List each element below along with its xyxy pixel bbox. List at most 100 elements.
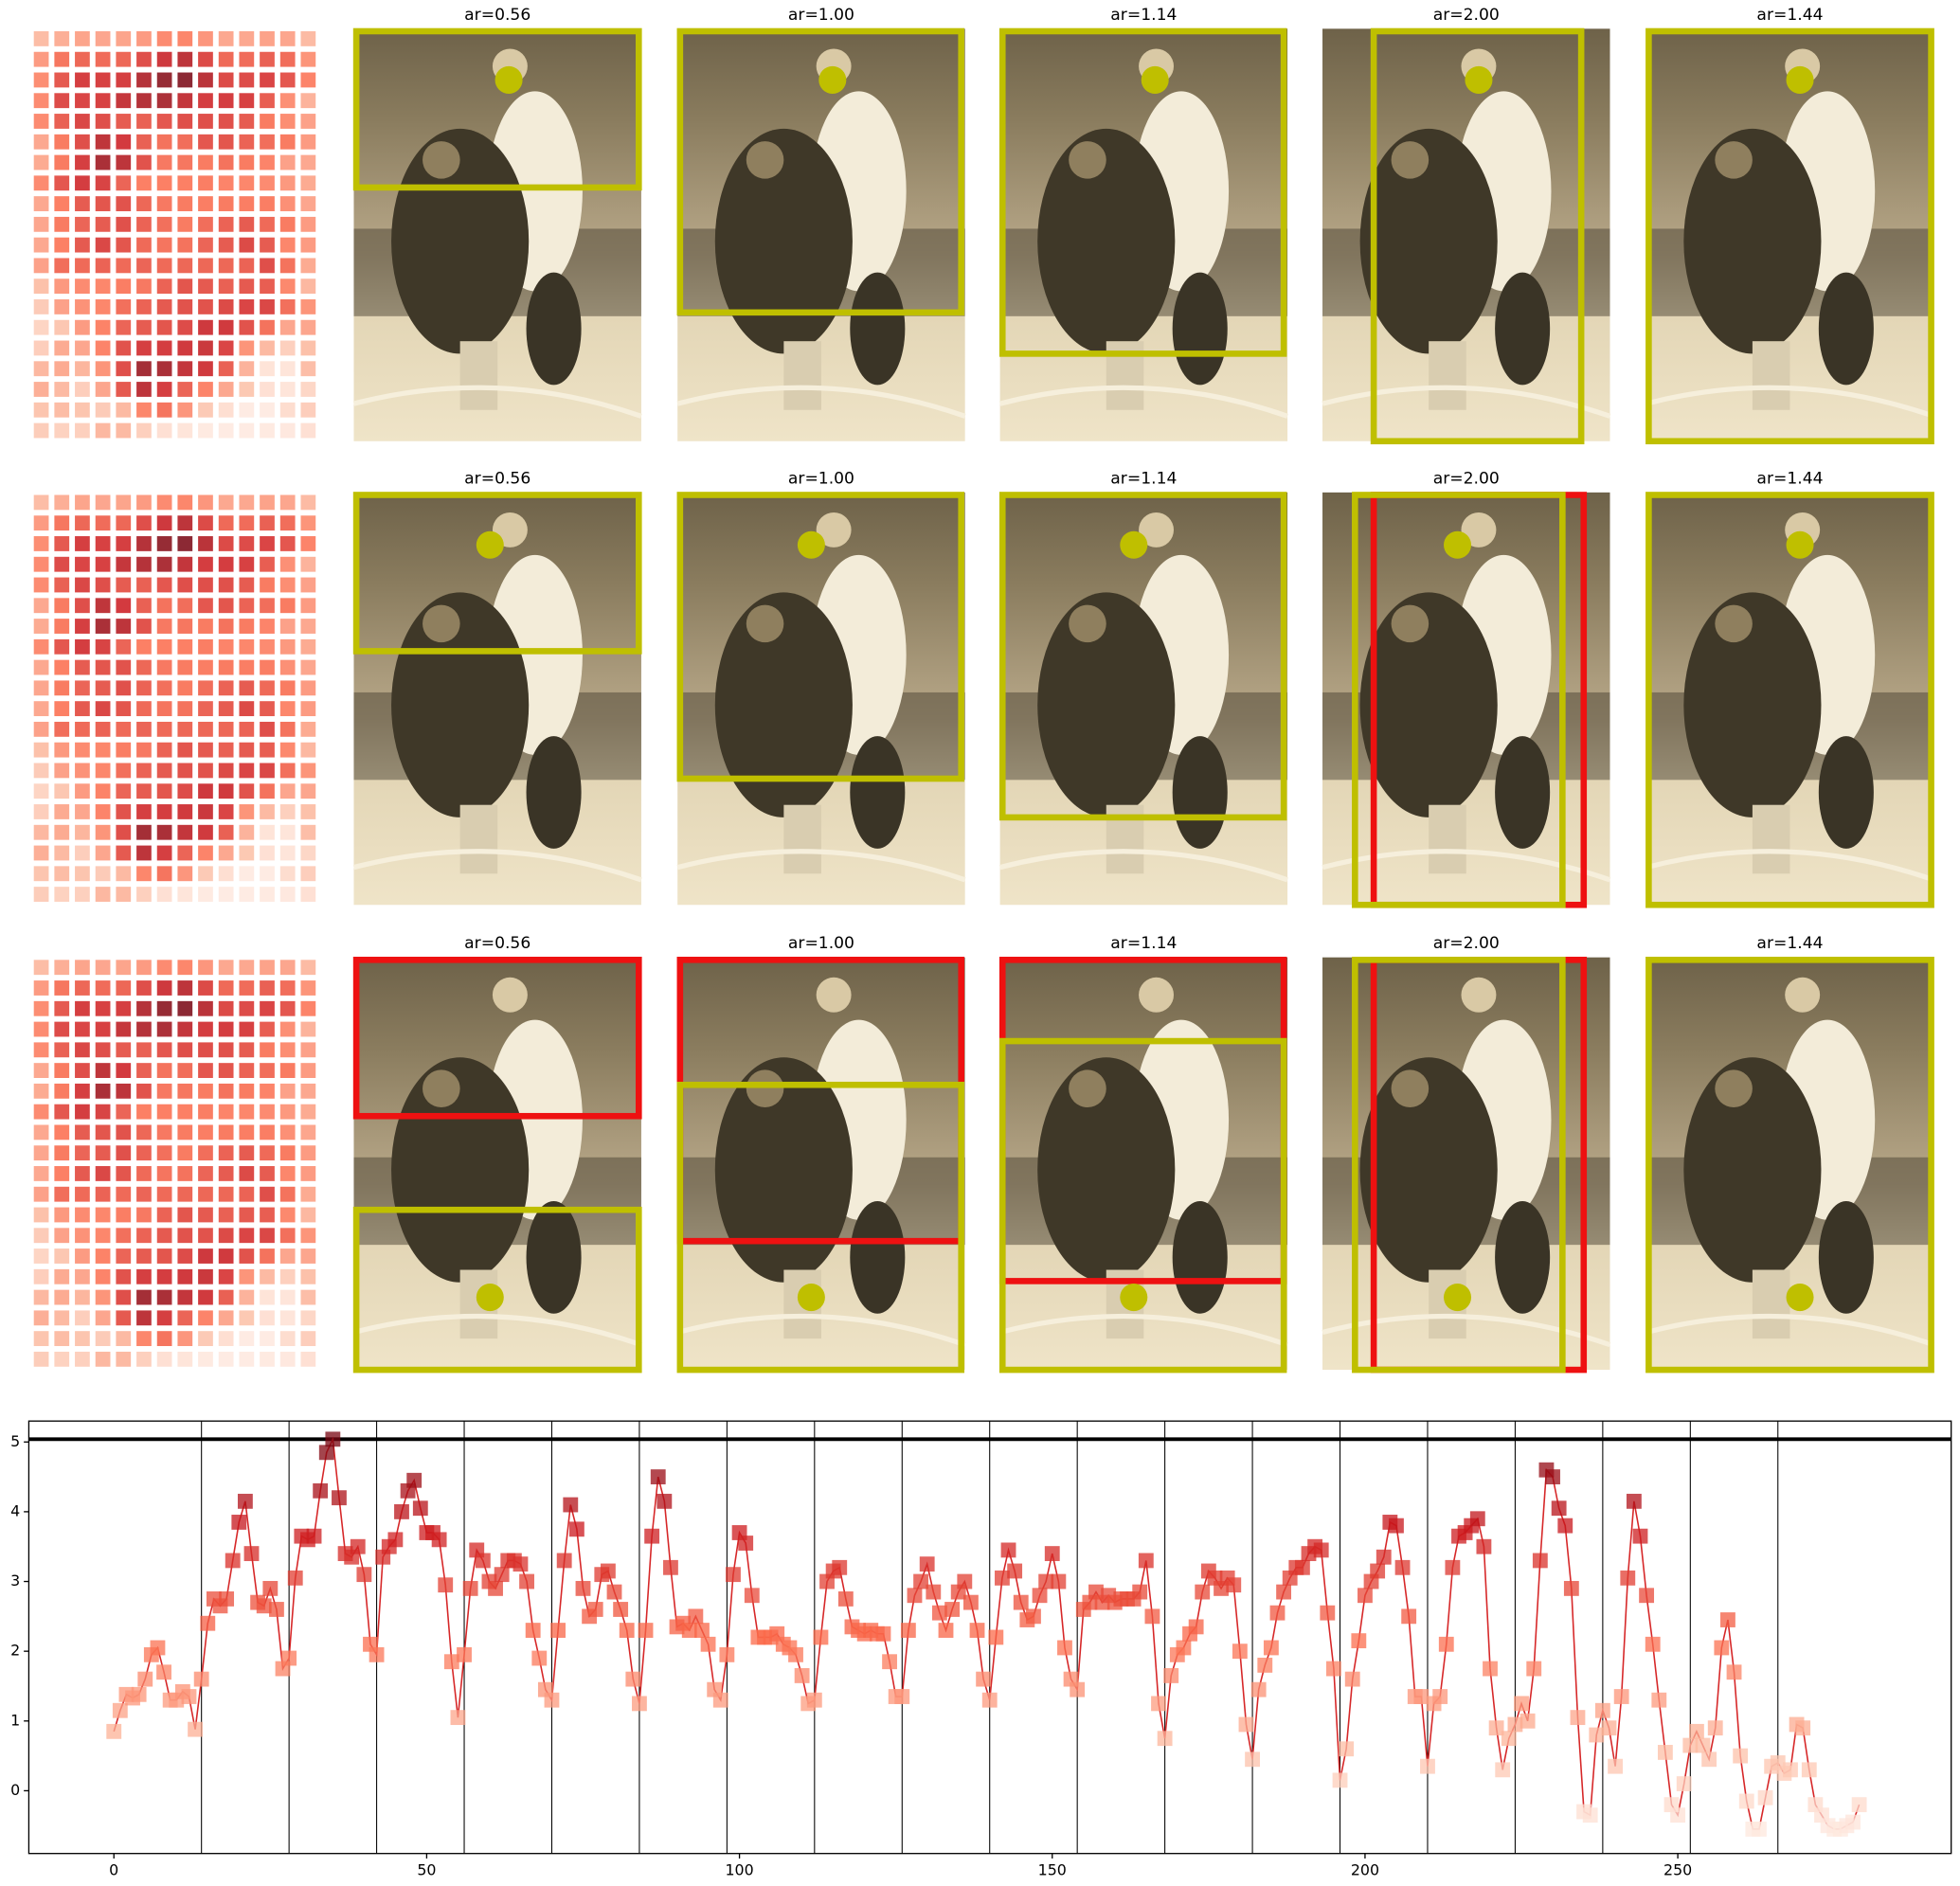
heatmap-cell (33, 382, 49, 397)
panel-title: ar=1.44 (1756, 469, 1823, 488)
marker (1795, 1720, 1811, 1736)
marker (106, 1723, 122, 1739)
marker (281, 1650, 297, 1666)
heatmap-cell (260, 1042, 275, 1058)
heatmap-cell (279, 1124, 296, 1141)
heatmap-cell (75, 299, 90, 314)
marker (1370, 1563, 1386, 1579)
heatmap-cell (156, 196, 172, 211)
heatmap-cell (177, 237, 193, 253)
heatmap-cell (177, 783, 193, 799)
heatmap-cell (95, 980, 111, 996)
marker (926, 1584, 942, 1600)
heatmap-cell (239, 1166, 255, 1181)
heatmap-cell (279, 721, 296, 737)
marker (287, 1570, 303, 1586)
marker (606, 1584, 622, 1600)
heatmap-cell (279, 1063, 296, 1078)
heatmap-cell (156, 960, 172, 976)
photo (1646, 28, 1933, 440)
heatmap-cell (75, 494, 90, 511)
heatmap-cell (33, 866, 49, 882)
heatmap-cell (75, 258, 90, 274)
heatmap-cell (54, 1104, 70, 1120)
heatmap-cell (218, 804, 234, 819)
heatmap-cell (239, 299, 255, 314)
heatmap-cell (198, 1207, 213, 1223)
heatmap-cell (116, 278, 132, 295)
heatmap-cell (33, 1166, 49, 1181)
marker (650, 1469, 666, 1484)
heatmap-cell (95, 1083, 111, 1099)
heatmap-cell (300, 556, 316, 572)
heatmap-cell (198, 258, 213, 274)
heatmap-cell (218, 1104, 234, 1120)
heatmap-cell (218, 1083, 234, 1099)
heatmap-cell (156, 72, 172, 88)
marker (531, 1650, 548, 1666)
heatmap-cell (156, 515, 172, 531)
heatmap-cell (300, 1021, 316, 1037)
heatmap-cell (33, 783, 49, 799)
marker (1257, 1657, 1273, 1673)
heatmap-cell (95, 72, 111, 88)
heatmap-cell (198, 598, 213, 614)
marker (181, 1689, 197, 1704)
heatmap-cell (300, 1000, 316, 1016)
heatmap-cell (300, 114, 316, 129)
heatmap-cell (75, 1186, 90, 1202)
series-line (113, 1436, 1861, 1830)
marker (813, 1629, 829, 1645)
heatmap-cell (33, 721, 49, 737)
heatmap-cell (218, 30, 234, 46)
heatmap-cell (218, 619, 234, 634)
heatmap-cell (156, 1083, 172, 1099)
heatmap-cell (260, 1166, 275, 1181)
marker (962, 1594, 979, 1610)
bounding-box (352, 957, 642, 1120)
heatmap-cell (177, 494, 193, 511)
heatmap-cell (54, 51, 70, 67)
heatmap-cell (239, 598, 255, 614)
heatmap-cell (156, 866, 172, 882)
heatmap-cell (239, 556, 255, 572)
heatmap-cell (156, 340, 172, 356)
heatmap-cell (75, 154, 90, 171)
heatmap-cell (177, 866, 193, 882)
heatmap-cell (279, 1021, 296, 1037)
heatmap-cell (239, 114, 255, 129)
marker (494, 1567, 510, 1583)
heatmap-cell (33, 1042, 49, 1058)
heatmap-cell (300, 1289, 316, 1305)
heatmap-cell (136, 721, 152, 737)
heatmap-cell (54, 824, 70, 840)
heatmap-cell (239, 1310, 255, 1326)
marker (907, 1588, 923, 1604)
marker (969, 1623, 985, 1638)
heatmap-cell (54, 1166, 70, 1181)
heatmap-cell (156, 361, 172, 377)
heatmap-cell (300, 701, 316, 717)
marker (1332, 1772, 1348, 1788)
heatmap-cell (33, 196, 49, 211)
heatmap-cell (218, 422, 234, 439)
heatmap-cell (177, 515, 193, 531)
heatmap-cell (239, 51, 255, 67)
marker (1294, 1559, 1310, 1575)
heatmap-cell (54, 980, 70, 996)
marker (1376, 1549, 1392, 1565)
marker (462, 1580, 478, 1596)
marker (1420, 1758, 1435, 1774)
heatmap-cell (75, 51, 90, 67)
heatmap-cell (156, 258, 172, 274)
heatmap-cell (279, 1228, 296, 1244)
heatmap-cell (300, 175, 316, 191)
heatmap-cell (218, 72, 234, 88)
marker (131, 1686, 147, 1702)
heatmap-cell (75, 1207, 90, 1223)
heatmap-cell (75, 845, 90, 861)
heatmap-cell (218, 1207, 234, 1223)
heatmap-cell (95, 1310, 111, 1326)
bounding-box (676, 27, 965, 316)
heatmap-cell (136, 887, 152, 902)
